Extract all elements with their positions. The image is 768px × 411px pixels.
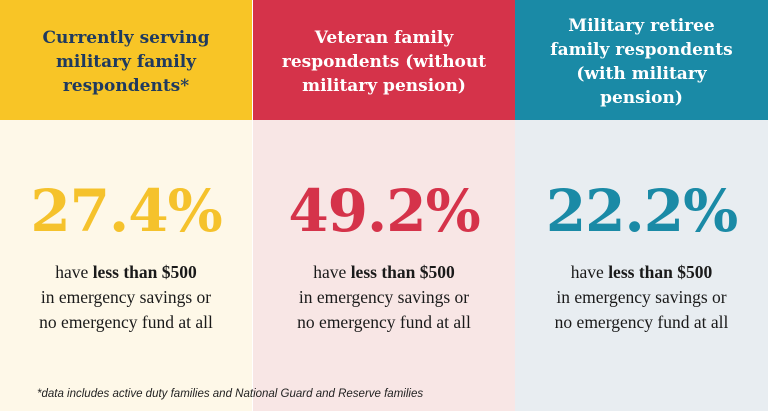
- column-body: 22.2% have less than $500 in emergency s…: [515, 120, 768, 411]
- header-line: respondents*: [62, 76, 190, 96]
- percent-value: 22.2%: [545, 177, 738, 245]
- description: have less than $500 in emergency savings…: [253, 260, 515, 335]
- description-prefix: have: [55, 262, 93, 282]
- description-line-3: no emergency fund at all: [39, 312, 213, 332]
- header-line: respondents (without: [281, 52, 487, 72]
- column-header: Currently serving military family respon…: [0, 0, 252, 120]
- column-body: 49.2% have less than $500 in emergency s…: [253, 120, 515, 411]
- description-bold: less than $500: [92, 262, 197, 282]
- description-prefix: have: [313, 262, 351, 282]
- description-line-2: in emergency savings or: [40, 287, 212, 307]
- description-line-3: no emergency fund at all: [554, 312, 729, 332]
- column-header: Veteran family respondents (without mili…: [253, 0, 515, 120]
- column-header: Military retiree family respondents (wit…: [515, 0, 768, 120]
- description-prefix: have: [570, 262, 609, 282]
- description-line-1: have less than $500: [0, 260, 252, 285]
- description: have less than $500 in emergency savings…: [0, 260, 252, 335]
- header-line: (with military pension): [576, 64, 707, 108]
- description-line-2: in emergency savings or: [556, 287, 727, 307]
- description-bold: less than $500: [608, 262, 713, 282]
- percent-value: 49.2%: [288, 177, 480, 245]
- column-military-retiree: Military retiree family respondents (wit…: [515, 0, 768, 411]
- header-line: military family: [55, 52, 197, 72]
- footnote: *data includes active duty families and …: [37, 388, 424, 400]
- header-line: military pension): [302, 76, 466, 96]
- description-bold: less than $500: [350, 262, 455, 282]
- description-line-1: have less than $500: [253, 260, 515, 285]
- percent-value: 27.4%: [30, 177, 222, 245]
- description: have less than $500 in emergency savings…: [515, 260, 768, 335]
- column-veteran: Veteran family respondents (without mili…: [253, 0, 515, 411]
- description-line-2: in emergency savings or: [298, 287, 470, 307]
- header-line: Veteran family: [314, 28, 454, 48]
- header-line: Military retiree: [568, 16, 715, 36]
- header-line: family respondents: [550, 40, 733, 60]
- column-body: 27.4% have less than $500 in emergency s…: [0, 120, 252, 411]
- column-currently-serving: Currently serving military family respon…: [0, 0, 252, 411]
- description-line-3: no emergency fund at all: [297, 312, 471, 332]
- header-line: Currently serving: [42, 28, 210, 48]
- description-line-1: have less than $500: [515, 260, 768, 285]
